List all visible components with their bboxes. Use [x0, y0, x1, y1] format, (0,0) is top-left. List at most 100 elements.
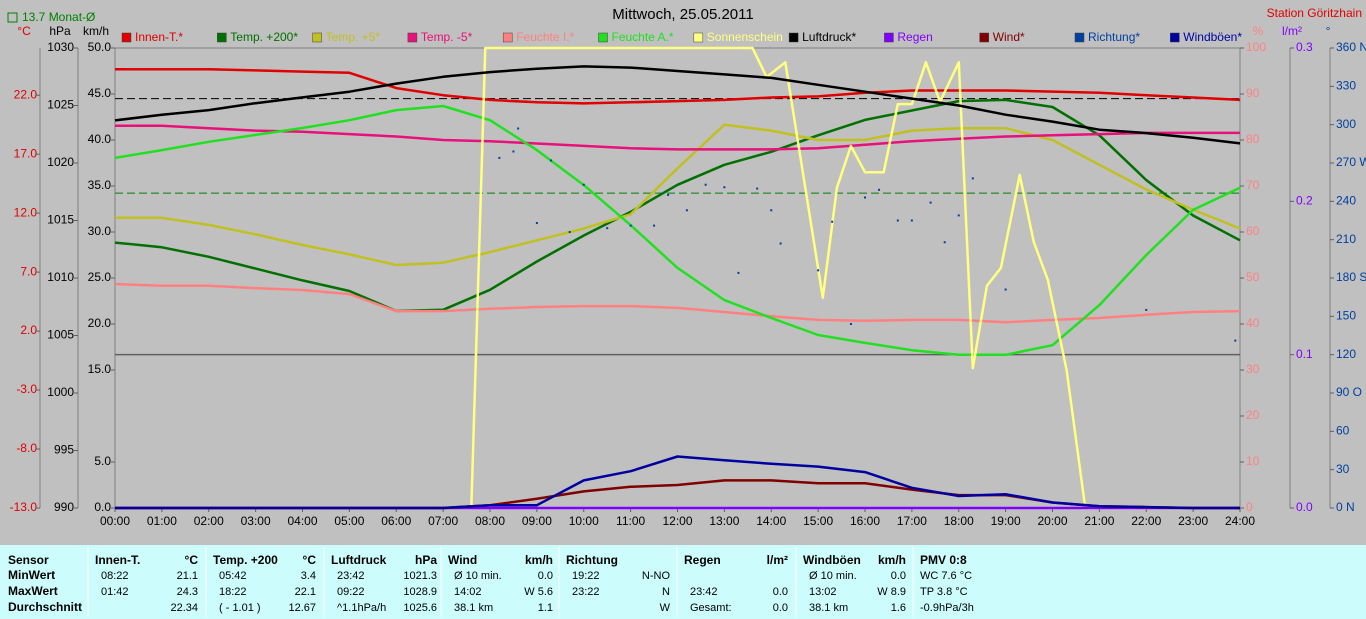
table-cell: 21.1 — [177, 570, 198, 582]
table-cell: Gesamt: — [690, 602, 732, 614]
table-cell: 1025.6 — [403, 602, 437, 614]
direction-dot — [568, 231, 571, 233]
table-cell: W 5.6 — [524, 586, 553, 598]
row-label: MinWert — [8, 568, 55, 582]
table-cell: 1021.3 — [403, 570, 437, 582]
y-tick-label: 25.0 — [88, 270, 112, 284]
column-unit: hPa — [415, 553, 437, 567]
column-title: Temp. +200 — [213, 553, 278, 567]
direction-dot — [756, 187, 759, 190]
y-tick-label: 990 — [54, 500, 74, 514]
y-tick-label: 90 — [1246, 86, 1260, 100]
table-cell: 1.1 — [538, 602, 553, 614]
table-cell: W — [660, 602, 671, 614]
direction-dot — [770, 209, 773, 212]
table-cell: ( - 1.01 ) — [219, 602, 261, 614]
y-tick-label: -8.0 — [16, 441, 37, 455]
direction-dot — [498, 156, 501, 159]
column-unit: °C — [185, 553, 199, 567]
direction-dot — [549, 159, 552, 162]
table-cell: 01:42 — [101, 586, 129, 598]
axis-unit: °C — [17, 24, 31, 38]
x-tick-label: 03:00 — [241, 514, 271, 528]
y-tick-label: 1005 — [47, 328, 74, 342]
series-line — [114, 98, 1241, 313]
y-tick-label: 1000 — [47, 385, 74, 399]
direction-dot — [582, 183, 585, 186]
y-tick-label: 1030 — [47, 40, 74, 54]
direction-dot — [1004, 288, 1007, 291]
direction-dot — [606, 227, 609, 230]
y-tick-label: 7.0 — [20, 264, 37, 278]
table-cell: 23:42 — [690, 586, 718, 598]
y-tick-label: -3.0 — [16, 382, 37, 396]
x-tick-label: 04:00 — [287, 514, 317, 528]
axis-unit: l/m² — [1282, 24, 1302, 38]
row-label: Durchschnitt — [8, 600, 82, 614]
column-unit: km/h — [878, 553, 906, 567]
y-tick-label: 0 N — [1336, 500, 1355, 514]
table-cell: N — [662, 586, 670, 598]
y-tick-label: 240 — [1336, 194, 1356, 208]
direction-dot — [849, 323, 852, 325]
y-tick-label: 120 — [1336, 347, 1356, 361]
direction-dot — [971, 177, 974, 180]
y-tick-label: 1010 — [47, 270, 74, 284]
column-title: Regen — [684, 553, 721, 567]
direction-dot — [896, 219, 899, 222]
table-cell: 05:42 — [219, 570, 247, 582]
x-tick-label: 12:00 — [662, 514, 692, 528]
y-tick-label: 40.0 — [88, 132, 112, 146]
series-line — [114, 282, 1241, 324]
y-tick-label: 20.0 — [88, 316, 112, 330]
y-tick-label: 30 — [1246, 362, 1260, 376]
table-cell: 3.4 — [301, 570, 316, 582]
axis-unit: km/h — [83, 24, 109, 38]
y-tick-label: 360 N — [1336, 40, 1366, 54]
y-tick-label: 0.0 — [1296, 500, 1313, 514]
table-cell: 22.34 — [170, 602, 198, 614]
table-cell: ^1.1hPa/h — [337, 602, 386, 614]
legend-label: Luftdruck* — [802, 30, 856, 44]
legend-label: Richtung* — [1088, 30, 1140, 44]
column-unit: l/m² — [767, 553, 788, 567]
x-tick-label: 13:00 — [709, 514, 739, 528]
legend-label: Wind* — [993, 30, 1025, 44]
column-title: Windböen — [803, 553, 861, 567]
legend-swatch — [884, 32, 894, 43]
x-tick-label: 24:00 — [1225, 514, 1255, 528]
x-tick-label: 08:00 — [475, 514, 505, 528]
y-tick-label: 1025 — [47, 98, 74, 112]
y-tick-label: 35.0 — [88, 178, 112, 192]
direction-dot — [629, 224, 632, 227]
y-tick-label: 210 — [1336, 232, 1356, 246]
direction-dot — [723, 186, 726, 189]
month-avg-label: 13.7 Monat-Ø — [22, 10, 95, 24]
table-cell: WC 7.6 °C — [920, 570, 972, 582]
direction-dot — [1145, 308, 1148, 311]
table-cell: 0.0 — [538, 570, 553, 582]
chart-title: Mittwoch, 25.05.2011 — [612, 6, 753, 23]
table-cell: 23:22 — [572, 586, 600, 598]
table-cell: W 8.9 — [877, 586, 906, 598]
legend-swatch — [407, 32, 418, 43]
legend-swatch — [788, 32, 799, 43]
legend-swatch — [1170, 32, 1180, 43]
y-tick-label: 5.0 — [94, 454, 111, 468]
series-line — [114, 65, 1241, 145]
table-cell: 0.0 — [891, 570, 906, 582]
direction-dot — [943, 241, 946, 244]
direction-dot — [910, 219, 913, 222]
column-title: Innen-T. — [95, 553, 140, 567]
table-cell: 22.1 — [295, 586, 316, 598]
y-tick-label: 50.0 — [88, 40, 112, 54]
y-tick-label: 180 S — [1336, 270, 1366, 284]
legend-swatch — [121, 32, 132, 43]
y-tick-label: 22.0 — [14, 87, 38, 101]
plot-area — [114, 47, 1241, 509]
direction-dot — [737, 271, 740, 274]
direction-dot — [1234, 339, 1237, 342]
y-tick-label: 30.0 — [88, 224, 112, 238]
axis-unit: hPa — [49, 24, 71, 38]
series-line — [114, 104, 1241, 357]
